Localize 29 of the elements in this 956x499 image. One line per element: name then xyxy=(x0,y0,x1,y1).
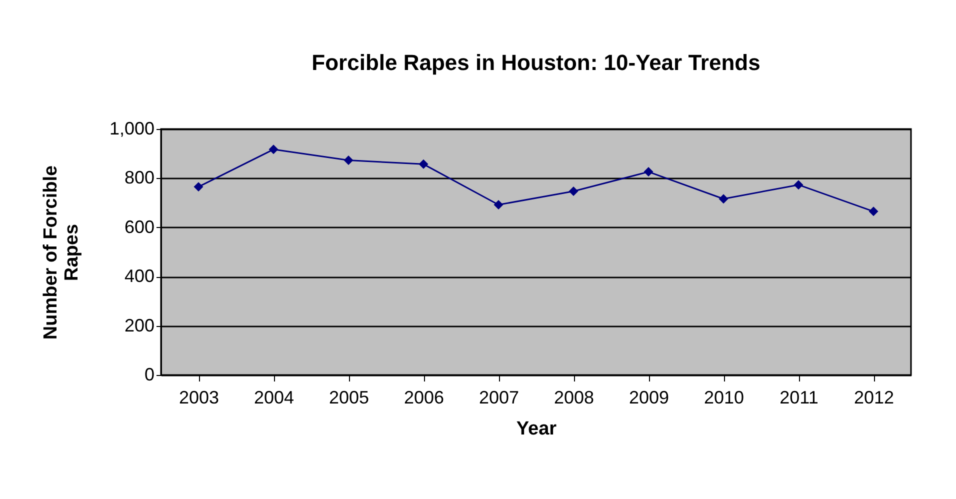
x-tick-label: 2010 xyxy=(704,388,744,408)
point xyxy=(494,200,504,210)
y-tick-label: 1,000 xyxy=(109,118,154,138)
point xyxy=(568,186,578,196)
point xyxy=(344,156,354,165)
x-tick-label: 2008 xyxy=(554,388,594,408)
y-tick-label: 400 xyxy=(124,266,154,286)
point xyxy=(194,182,204,192)
chart-title: Forcible Rapes in Houston: 10-Year Trends xyxy=(312,50,760,75)
x-tick-label: 2006 xyxy=(404,388,444,408)
x-tick-label: 2005 xyxy=(328,388,370,408)
x-tick-label: 2012 xyxy=(854,388,894,408)
y-tick-label: 800 xyxy=(124,168,154,188)
x-tick-label: 2004 xyxy=(254,388,294,408)
point xyxy=(268,144,278,154)
y-axis-title: Number of Forcible Rapes xyxy=(40,165,82,340)
point xyxy=(868,206,878,216)
x-axis-title: Year xyxy=(516,418,558,440)
y-tick-label: 600 xyxy=(124,216,154,237)
point xyxy=(794,180,804,190)
x-tick-label: 2003 xyxy=(178,388,220,408)
x-tick-label: 2007 xyxy=(478,388,520,408)
point xyxy=(644,167,654,177)
x-tick-label: 2009 xyxy=(628,388,670,408)
y-tick-label: 0 xyxy=(144,364,154,384)
x-tick-label: 2011 xyxy=(780,388,818,408)
point xyxy=(718,194,728,204)
point xyxy=(418,159,428,169)
y-tick-label: 200 xyxy=(124,315,154,336)
